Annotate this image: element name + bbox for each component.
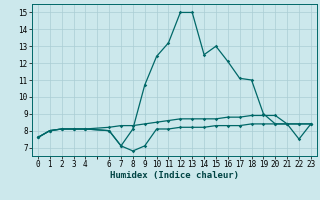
X-axis label: Humidex (Indice chaleur): Humidex (Indice chaleur) (110, 171, 239, 180)
